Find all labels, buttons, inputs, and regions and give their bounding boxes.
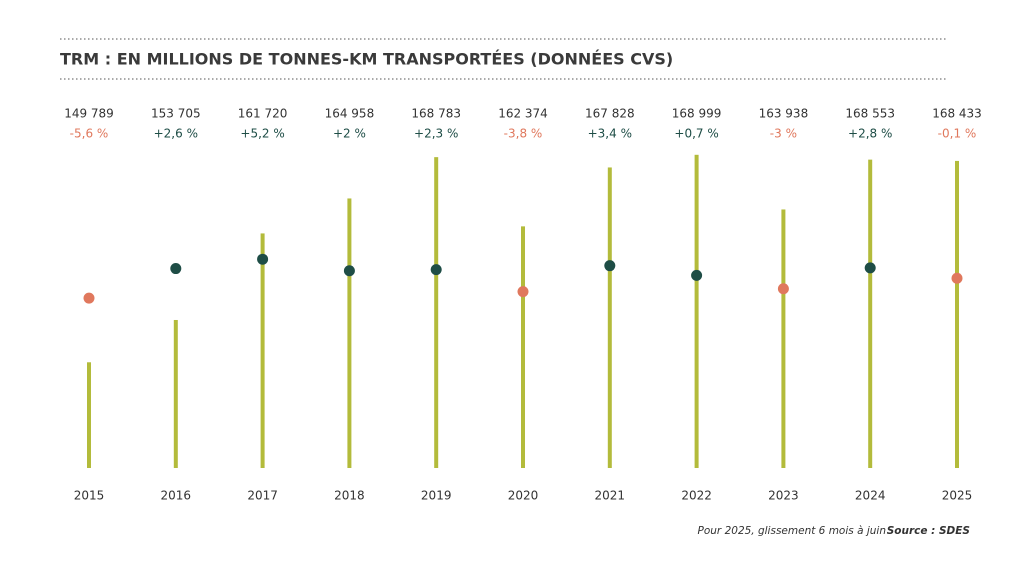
note: Pour 2025, glissement 6 mois à juin bbox=[698, 525, 886, 537]
bar bbox=[434, 157, 439, 468]
bar bbox=[955, 160, 959, 469]
value-label: 161 720 bbox=[238, 107, 288, 121]
value-label: 168 999 bbox=[672, 107, 722, 121]
change-label: -3,8 % bbox=[504, 127, 543, 141]
change-dot bbox=[170, 263, 182, 275]
x-tick-label: 2018 bbox=[334, 489, 365, 503]
change-label: -5,6 % bbox=[70, 127, 109, 141]
x-tick-label: 2025 bbox=[942, 489, 973, 503]
source: Source : SDES bbox=[887, 525, 970, 537]
change-label: +0,7 % bbox=[674, 127, 718, 141]
value-label: 162 374 bbox=[498, 107, 548, 121]
x-tick-label: 2016 bbox=[161, 489, 192, 503]
bar bbox=[347, 198, 352, 468]
change-label: -0,1 % bbox=[938, 127, 977, 141]
value-label: 168 553 bbox=[845, 107, 895, 121]
change-label: +2,3 % bbox=[414, 127, 458, 141]
bar bbox=[173, 319, 178, 468]
bar bbox=[781, 209, 786, 468]
change-dot bbox=[430, 264, 442, 276]
change-label: -3 % bbox=[770, 127, 797, 141]
bar bbox=[607, 167, 612, 469]
change-label: +2 % bbox=[333, 127, 366, 141]
value-label: 149 789 bbox=[64, 107, 114, 121]
x-tick-label: 2023 bbox=[768, 489, 799, 503]
bar bbox=[260, 233, 265, 468]
x-tick-label: 2022 bbox=[681, 489, 712, 503]
value-label: 168 783 bbox=[411, 107, 461, 121]
value-label: 153 705 bbox=[151, 107, 201, 121]
value-label: 167 828 bbox=[585, 107, 635, 121]
value-label: 168 433 bbox=[932, 107, 982, 121]
change-dot bbox=[257, 253, 269, 265]
change-dot bbox=[604, 260, 616, 272]
bar bbox=[868, 159, 873, 468]
x-tick-label: 2015 bbox=[74, 489, 105, 503]
change-label: +5,2 % bbox=[240, 127, 284, 141]
change-dot bbox=[691, 269, 703, 281]
chart-title: TRM : EN MILLIONS DE TONNES-KM TRANSPORT… bbox=[60, 50, 673, 69]
value-label: 163 938 bbox=[759, 107, 809, 121]
bar bbox=[694, 154, 699, 469]
bar bbox=[87, 362, 91, 468]
bar bbox=[521, 226, 525, 468]
change-label: +2,6 % bbox=[154, 127, 198, 141]
x-tick-label: 2024 bbox=[855, 489, 886, 503]
change-dot bbox=[343, 265, 355, 277]
change-dot bbox=[951, 272, 963, 284]
change-dot bbox=[864, 262, 876, 274]
change-dot bbox=[83, 292, 95, 304]
change-dot bbox=[517, 286, 529, 298]
change-label: +2,8 % bbox=[848, 127, 892, 141]
change-label: +3,4 % bbox=[588, 127, 632, 141]
x-tick-label: 2017 bbox=[247, 489, 278, 503]
change-dot bbox=[777, 283, 789, 295]
x-tick-label: 2021 bbox=[595, 489, 626, 503]
value-label: 164 958 bbox=[325, 107, 375, 121]
x-tick-label: 2020 bbox=[508, 489, 539, 503]
x-tick-label: 2019 bbox=[421, 489, 452, 503]
